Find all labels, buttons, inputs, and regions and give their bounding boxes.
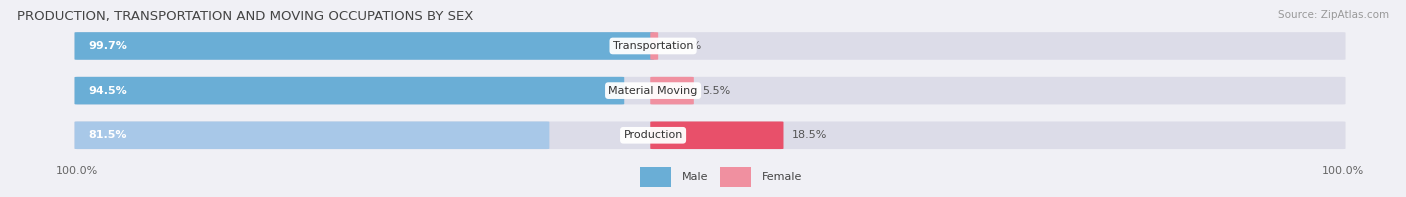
FancyBboxPatch shape [650,32,658,60]
FancyBboxPatch shape [720,167,751,187]
FancyBboxPatch shape [75,32,654,60]
FancyBboxPatch shape [75,77,1346,104]
Text: Production: Production [623,130,683,140]
Text: 100.0%: 100.0% [1322,166,1364,176]
FancyBboxPatch shape [640,167,671,187]
FancyBboxPatch shape [75,77,624,104]
FancyBboxPatch shape [75,122,1346,149]
FancyBboxPatch shape [75,32,1346,60]
Text: 94.5%: 94.5% [89,86,128,96]
Text: Male: Male [682,172,709,182]
Text: Source: ZipAtlas.com: Source: ZipAtlas.com [1278,10,1389,20]
Text: Material Moving: Material Moving [609,86,697,96]
Text: 18.5%: 18.5% [792,130,827,140]
Text: Transportation: Transportation [613,41,693,51]
Text: 100.0%: 100.0% [56,166,98,176]
Text: 0.33%: 0.33% [666,41,702,51]
FancyBboxPatch shape [650,122,783,149]
Text: 99.7%: 99.7% [89,41,128,51]
Text: PRODUCTION, TRANSPORTATION AND MOVING OCCUPATIONS BY SEX: PRODUCTION, TRANSPORTATION AND MOVING OC… [17,10,474,23]
FancyBboxPatch shape [650,77,693,104]
Text: 5.5%: 5.5% [702,86,731,96]
FancyBboxPatch shape [75,122,550,149]
Text: 81.5%: 81.5% [89,130,127,140]
Text: Female: Female [762,172,803,182]
